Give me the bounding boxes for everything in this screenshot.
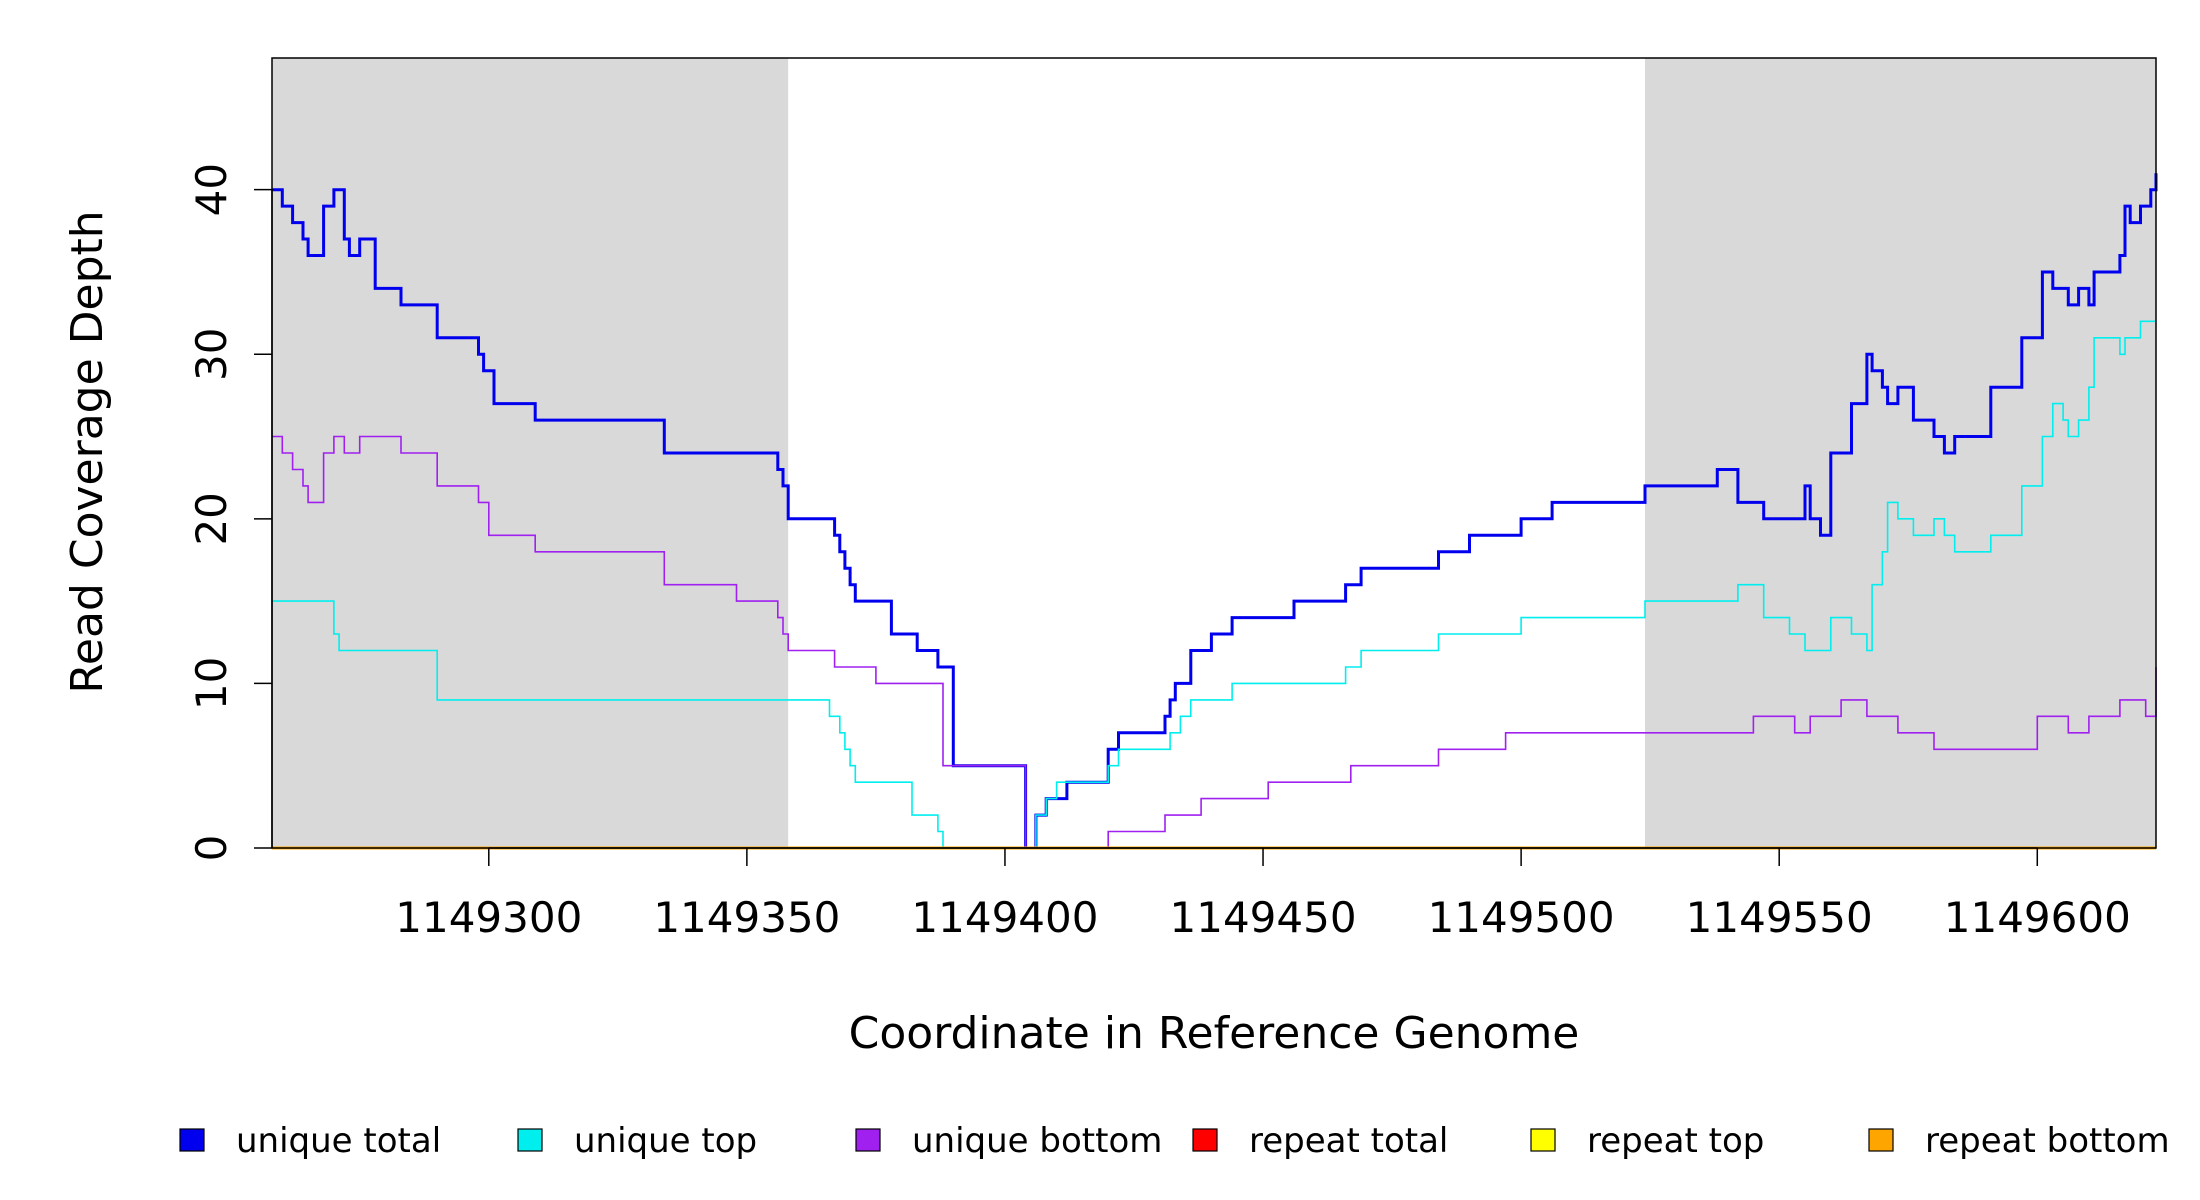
legend-label-repeat-bottom: repeat bottom [1925,1121,2170,1161]
y-tick-label: 40 [187,163,236,216]
legend-label-unique-bottom: unique bottom [912,1121,1162,1161]
legend-swatch-unique-bottom [855,1128,881,1152]
legend: unique total unique top unique bottom repea… [179,1121,2170,1161]
legend-swatch-unique-total [179,1128,205,1152]
legend-swatch-repeat-bottom [1868,1128,1894,1152]
x-axis-title: Coordinate in Reference Genome [849,1008,1580,1059]
y-axis: 0 10 20 30 40 [187,163,273,862]
legend-label-repeat-total: repeat total [1249,1121,1448,1161]
legend-label-unique-total: unique total [236,1121,441,1161]
y-tick-label: 10 [187,657,236,710]
x-tick-label: 1149500 [1428,893,1615,942]
x-axis: 1149300 1149350 1149400 1149450 1149500 11495… [395,847,2131,942]
y-axis-title: Read Coverage Depth [62,210,113,693]
x-tick-label: 1149550 [1686,893,1873,942]
legend-swatch-unique-top [517,1128,543,1152]
y-tick-label: 20 [187,492,236,545]
shaded-regions [272,58,2156,848]
y-tick-label: 30 [187,328,236,381]
legend-swatch-repeat-total [1192,1128,1218,1152]
y-tick-label: 0 [187,835,236,862]
series-line-unique-total [272,173,2158,850]
x-tick-label: 1149350 [653,893,840,942]
x-tick-label: 1149600 [1944,893,2131,942]
series-line-unique-top [272,320,2156,849]
legend-swatch-repeat-top [1530,1128,1556,1152]
x-tick-label: 1149400 [911,893,1098,942]
legend-label-unique-top: unique top [574,1121,757,1161]
x-tick-label: 1149450 [1170,893,1357,942]
x-tick-label: 1149300 [395,893,582,942]
legend-label-repeat-top: repeat top [1587,1121,1764,1161]
shaded-region [1644,58,2156,848]
